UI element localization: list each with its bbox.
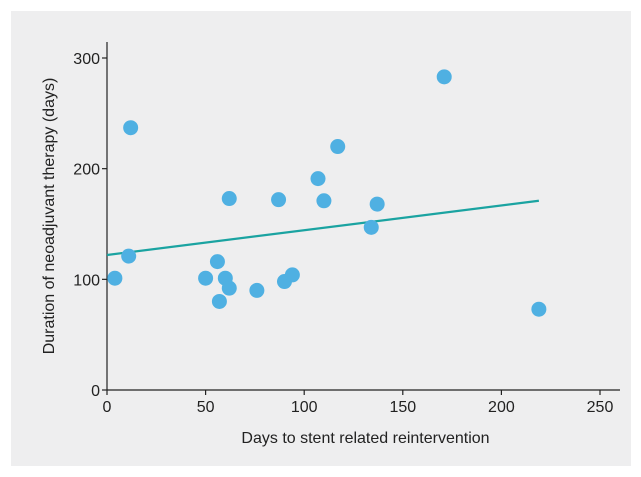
data-point (221, 280, 237, 296)
x-tick-label: 250 (587, 399, 614, 416)
data-point (436, 69, 452, 85)
data-points (107, 69, 547, 317)
x-tick-label: 150 (389, 399, 416, 416)
data-point (221, 191, 237, 207)
data-point (316, 193, 332, 209)
x-tick-label: 50 (197, 399, 215, 416)
data-point (284, 267, 300, 283)
axes (106, 42, 620, 391)
y-tick-label: 100 (73, 272, 100, 289)
x-tick-label: 100 (291, 399, 318, 416)
data-point (121, 248, 137, 264)
y-tick-label: 200 (73, 162, 100, 179)
data-point (209, 254, 225, 270)
y-tick-label: 0 (91, 383, 100, 400)
data-point (531, 301, 547, 317)
y-tick-label: 300 (73, 51, 100, 68)
data-point (107, 270, 123, 286)
data-point (211, 293, 227, 309)
x-tick-label: 0 (103, 399, 112, 416)
data-point (330, 139, 346, 155)
data-point (310, 171, 326, 187)
data-point (123, 120, 139, 136)
x-tick-label: 200 (488, 399, 515, 416)
data-point (369, 196, 385, 212)
data-point (249, 282, 265, 298)
y-axis-title: Duration of neoadjuvant therapy (days) (41, 78, 58, 355)
y-ticks: 0 100 200 300 (73, 51, 107, 400)
data-point (271, 192, 287, 208)
trend-line (106, 199, 540, 257)
data-point (198, 270, 214, 286)
x-ticks: 0 50 100 150 200 250 (103, 390, 614, 416)
x-axis-title: Days to stent related reintervention (241, 430, 489, 447)
data-point (363, 219, 379, 235)
